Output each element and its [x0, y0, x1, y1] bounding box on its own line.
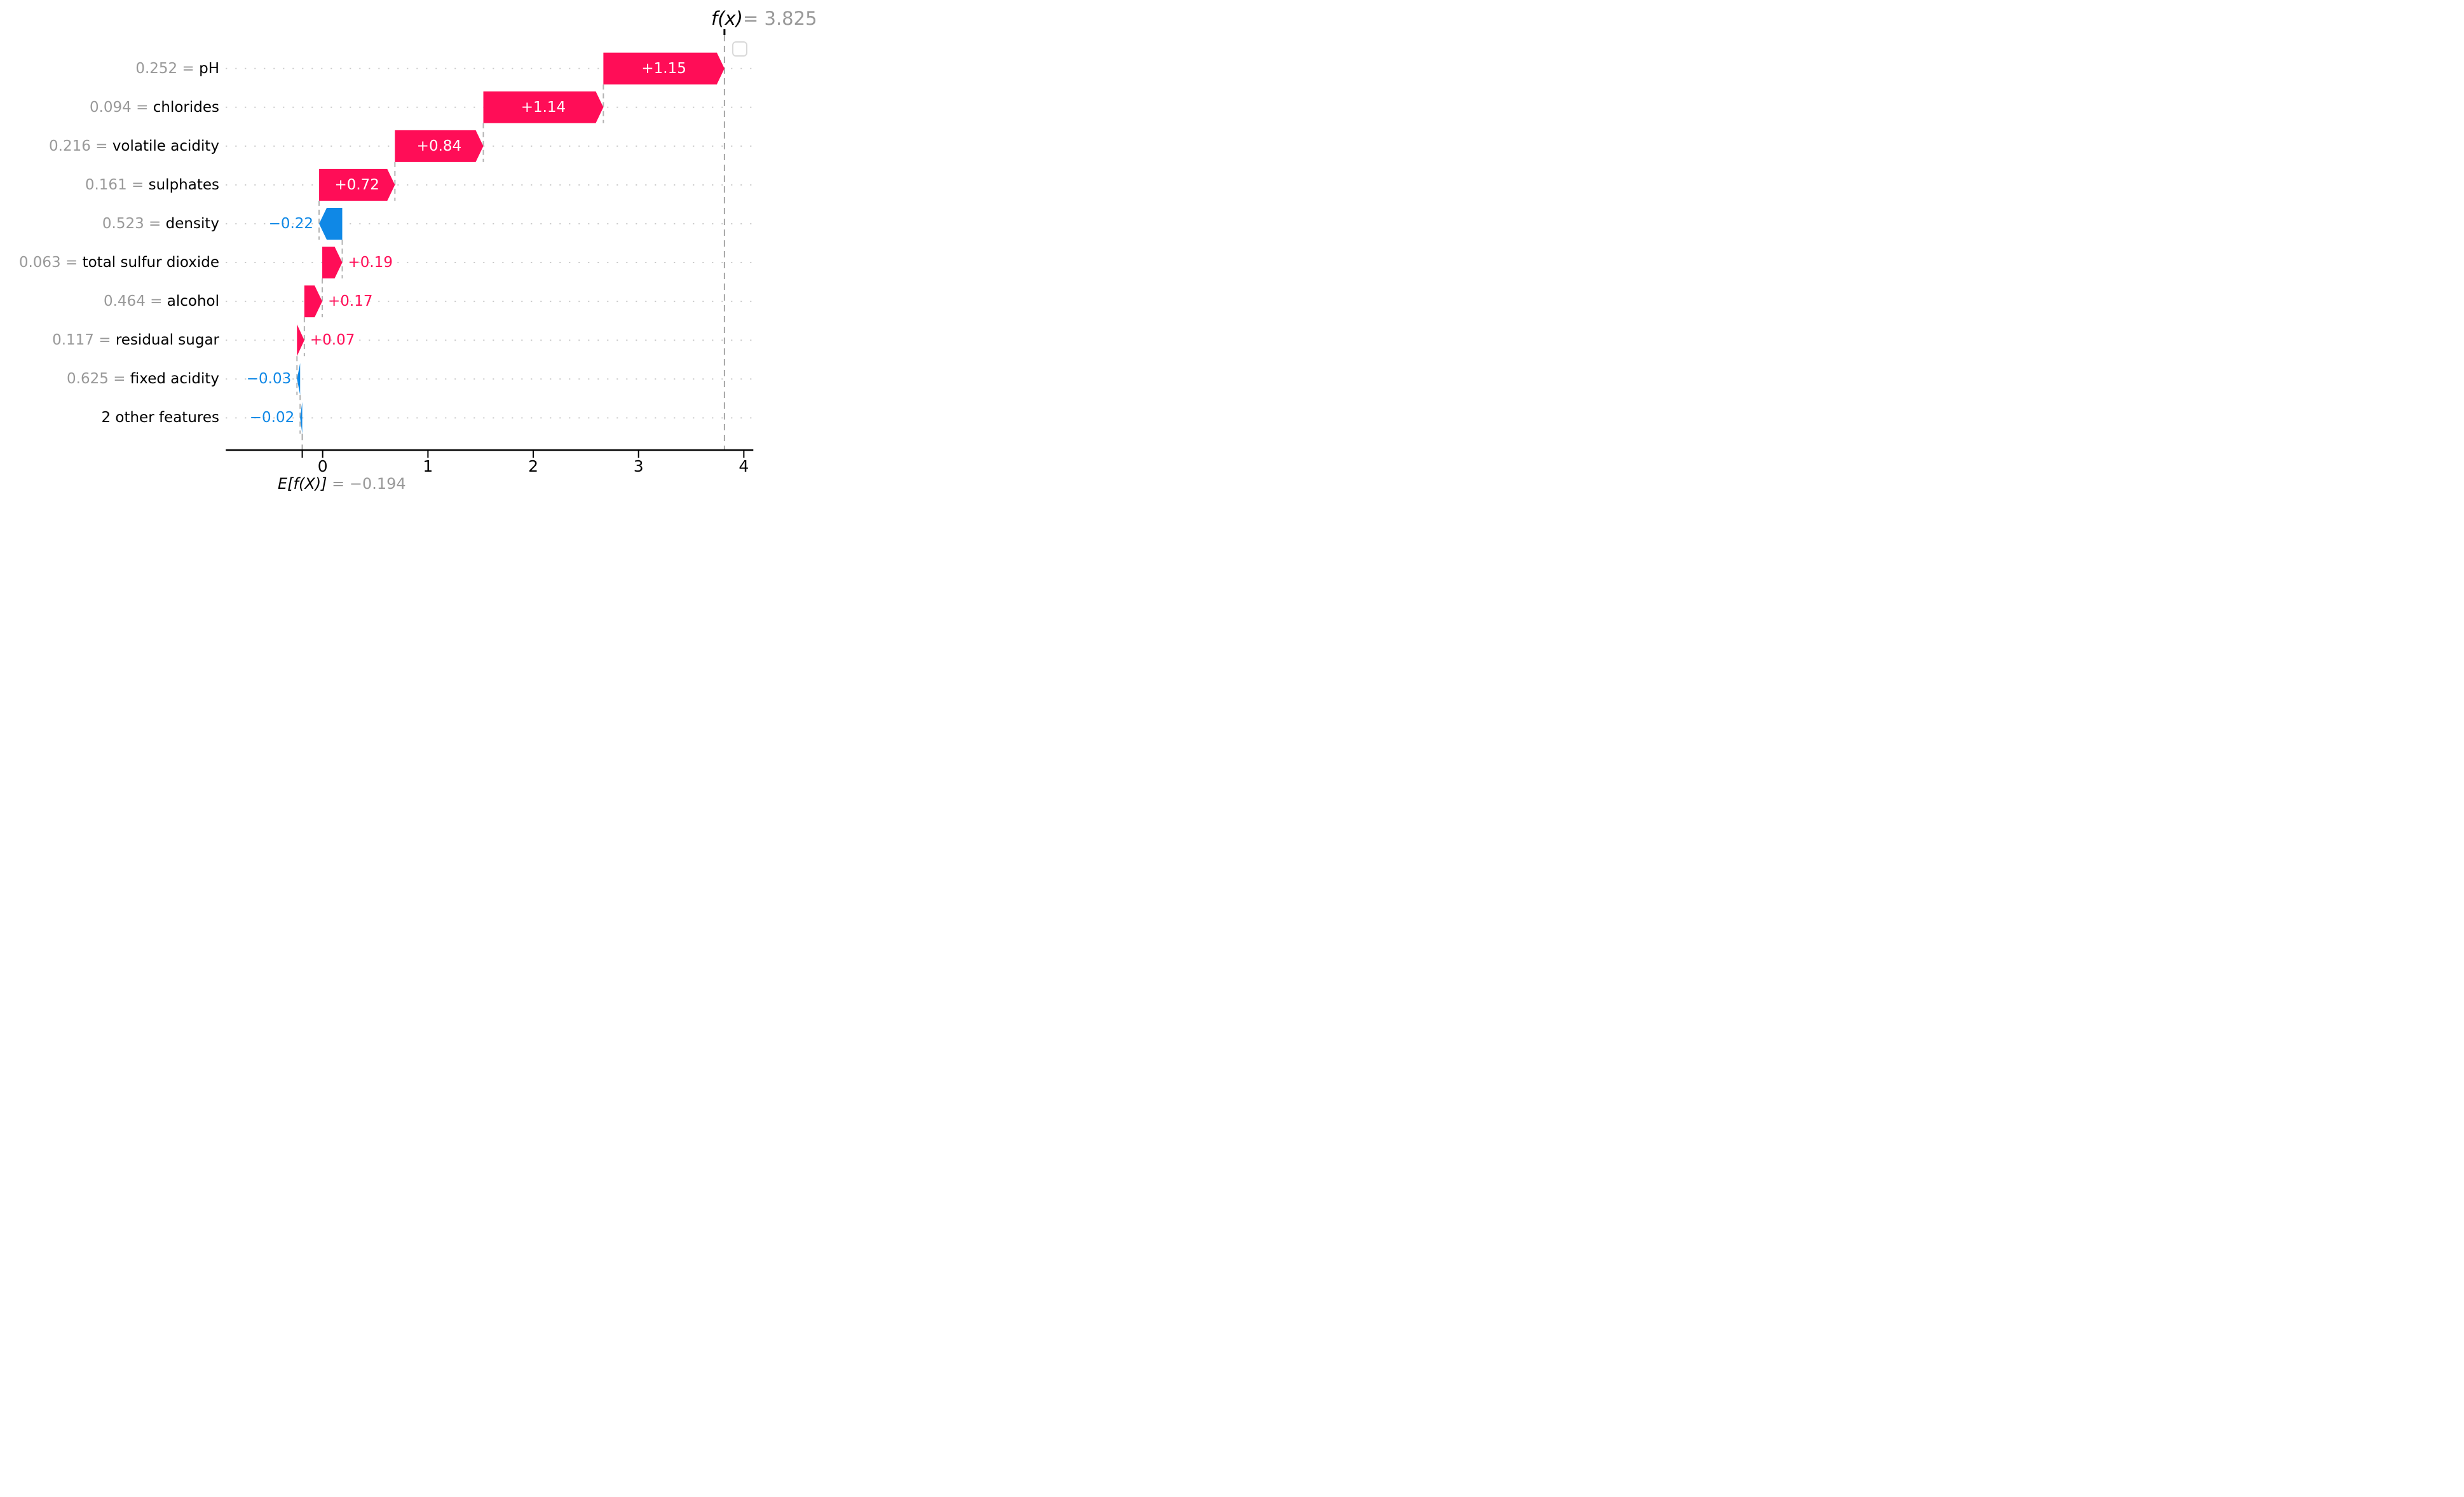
feature-label-volatile-acidity: 0.216 = volatile acidity — [0, 136, 219, 156]
bar-value-label-residual-sugar: +0.07 — [310, 332, 355, 349]
shap-waterfall-figure: f(x)= 3.825 +1.15 +1.14 +0.84 +0.72 −0.22 +0.… — [0, 0, 821, 499]
equals-sign: = — [177, 60, 200, 77]
equals-sign: = — [108, 371, 130, 388]
legend-placeholder-icon — [732, 41, 747, 57]
bar-value-label-ph: +1.15 — [641, 60, 686, 77]
feature-value: 0.063 — [18, 254, 61, 271]
feature-label-chlorides: 0.094 = chlorides — [0, 97, 219, 118]
feature-label-density: 0.523 = density — [0, 214, 219, 234]
feature-value: 0.094 — [89, 99, 132, 116]
bar-value-label-density: −0.22 — [268, 215, 314, 232]
feature-name: pH — [199, 60, 219, 77]
waterfall-canvas — [226, 29, 754, 458]
feature-label-alcohol: 0.464 = alcohol — [0, 291, 219, 311]
x-tick-label-2: 2 — [528, 457, 538, 475]
fx-value: = 3.825 — [743, 8, 817, 29]
bar-fixed-acidity — [297, 363, 301, 395]
bar-value-label-fixed-acidity: −0.03 — [246, 371, 292, 388]
x-tick-label-0: 0 — [317, 457, 328, 475]
bar-ph — [603, 52, 725, 85]
equals-sign: = — [90, 137, 112, 154]
bar-chlorides — [483, 91, 604, 123]
equals-sign: = — [144, 215, 166, 232]
feature-value: 0.625 — [67, 371, 109, 388]
bar-sulphates — [319, 168, 395, 201]
bar-value-label-total-sulfur-dioxide: +0.19 — [348, 254, 393, 271]
feature-name: alcohol — [167, 293, 219, 310]
feature-name: volatile acidity — [112, 137, 219, 154]
fx-annotation: f(x)= 3.825 — [711, 8, 817, 29]
bar-value-label-sulphates: +0.72 — [334, 176, 379, 193]
feature-value: 0.464 — [103, 293, 146, 310]
bar-total-sulfur-dioxide — [322, 247, 343, 279]
bar-value-label-alcohol: +0.17 — [328, 293, 373, 310]
feature-name: 2 other features — [101, 409, 219, 427]
feature-label-fixed-acidity: 0.625 = fixed acidity — [0, 369, 219, 389]
bar-value-label-chlorides: +1.14 — [521, 99, 566, 116]
bar-density — [319, 207, 343, 240]
base-math-label: E[f(X)] — [278, 475, 327, 493]
bar-2-other-features — [300, 402, 303, 434]
bar-residual-sugar — [297, 324, 304, 357]
x-tick-label-3: 3 — [633, 457, 644, 475]
x-tick-label-4: 4 — [739, 457, 749, 475]
feature-name: density — [165, 215, 219, 232]
bar-alcohol — [304, 285, 323, 318]
equals-sign: = — [145, 293, 167, 310]
feature-name: chlorides — [153, 99, 219, 116]
feature-name: sulphates — [148, 176, 219, 193]
feature-value: 0.523 — [102, 215, 144, 232]
feature-name: residual sugar — [115, 332, 219, 349]
bar-value-label-2-other-features: −0.02 — [249, 409, 295, 427]
bar-volatile-acidity — [395, 130, 484, 162]
fx-math-label: f(x) — [711, 8, 743, 29]
equals-sign: = — [131, 99, 153, 116]
equals-sign: = — [93, 332, 116, 349]
feature-label-residual-sugar: 0.117 = residual sugar — [0, 330, 219, 350]
feature-value: 0.216 — [49, 137, 91, 154]
equals-sign: = — [60, 254, 83, 271]
x-tick-label-1: 1 — [423, 457, 433, 475]
bar-value-label-volatile-acidity: +0.84 — [416, 137, 462, 154]
feature-value: 0.117 — [52, 332, 94, 349]
feature-name: total sulfur dioxide — [82, 254, 219, 271]
feature-value: 0.252 — [135, 60, 178, 77]
feature-label-2-other-features: 2 other features — [0, 407, 219, 428]
feature-label-ph: 0.252 = pH — [0, 58, 219, 79]
equals-sign: = — [126, 176, 149, 193]
feature-value: 0.161 — [85, 176, 127, 193]
feature-label-sulphates: 0.161 = sulphates — [0, 175, 219, 195]
feature-label-total-sulfur-dioxide: 0.063 = total sulfur dioxide — [0, 252, 219, 273]
base-annotation: E[f(X)] = −0.194 — [278, 474, 406, 493]
base-value: = −0.194 — [327, 475, 406, 493]
feature-name: fixed acidity — [130, 371, 219, 388]
